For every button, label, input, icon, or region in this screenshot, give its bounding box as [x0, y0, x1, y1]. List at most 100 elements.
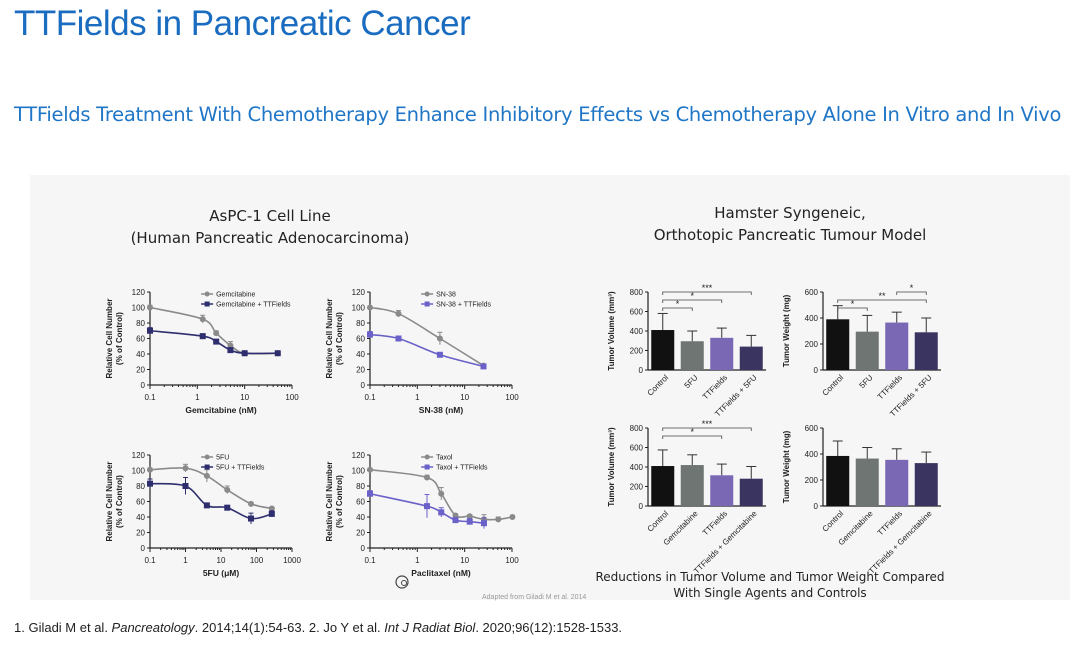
data-point: [423, 474, 430, 481]
data-point: [248, 515, 255, 522]
data-point: [268, 505, 275, 512]
y-tick-label: 20: [356, 366, 365, 375]
x-tick-label: 100: [250, 556, 264, 565]
y-tick-label: 800: [630, 288, 644, 297]
x-tick-label: 10: [217, 556, 226, 565]
legend-label: 5FU + TTFields: [216, 465, 265, 472]
data-point: [423, 503, 430, 510]
data-point: [509, 514, 516, 520]
series-line: [149, 482, 273, 520]
y-axis-label: (% of Control): [115, 312, 124, 365]
significance-label: *: [676, 299, 680, 309]
legend-label: SN-38: [436, 292, 456, 299]
slide-subtitle: TTFields Treatment With Chemotherapy Enh…: [14, 103, 1062, 126]
x-tick-label: 1: [415, 556, 420, 565]
y-tick-label: 800: [630, 424, 644, 433]
bar: [739, 478, 763, 506]
y-axis-label: (% of Control): [115, 475, 124, 528]
data-point: [452, 517, 459, 524]
data-point: [199, 316, 206, 323]
y-tick-label: 0: [361, 544, 366, 553]
ref-journal: Int J Radiat Biol: [384, 620, 476, 635]
significance-bracket: [896, 291, 927, 295]
x-tick-label: 0.1: [144, 393, 156, 402]
series-2: Gemcitabine + TTFields: [147, 301, 291, 357]
y-tick-label: 40: [356, 513, 365, 522]
y-tick-label: 80: [136, 482, 145, 491]
y-tick-label: 600: [630, 308, 644, 317]
data-point: [452, 512, 459, 519]
x-tick-label: 0.1: [364, 393, 376, 402]
y-tick-label: 100: [352, 304, 366, 313]
y-tick-label: 40: [136, 513, 145, 522]
x-tick-label: 1000: [283, 556, 301, 565]
y-tick-label: 600: [805, 424, 819, 433]
data-point: [224, 486, 231, 493]
x-tick-label: 1: [183, 556, 188, 565]
significance-bracket: [837, 299, 927, 303]
bar: [855, 458, 879, 506]
y-tick-label: 120: [352, 451, 366, 460]
chart-1: 0 20 40 60 80 100 120 0.1 1 10 100 Gemcitabine (nM)…: [105, 288, 299, 415]
legend-marker: [204, 454, 210, 460]
figure-panel: [30, 175, 1070, 600]
significance-label: ***: [702, 283, 713, 293]
bar: [826, 455, 850, 506]
series-1: Taxol: [367, 454, 516, 524]
y-axis-label: Relative Cell Number: [105, 298, 114, 378]
legend-marker: [424, 291, 430, 297]
y-tick-label: 200: [805, 476, 819, 485]
bar: [651, 330, 675, 370]
bar: [885, 322, 909, 370]
significance-bracket: [662, 427, 752, 431]
y-axis-label: (% of Control): [335, 312, 344, 365]
data-point: [395, 335, 402, 342]
ref-text: . 2014;14(1):54-63. 2. Jo Y et al.: [194, 620, 385, 635]
x-tick-label: 100: [505, 556, 519, 565]
right-heading-1: Hamster Syngeneic,: [714, 204, 866, 222]
y-tick-label: 40: [356, 350, 365, 359]
data-point: [268, 510, 275, 517]
x-tick-label: 1: [415, 393, 420, 402]
y-tick-label: 60: [136, 498, 145, 507]
y-tick-label: 100: [132, 304, 146, 313]
x-tick-label: 0.1: [364, 556, 376, 565]
caption-2: With Single Agents and Controls: [673, 586, 867, 600]
data-point: [466, 513, 473, 520]
bar: [710, 337, 734, 370]
bar: [914, 332, 938, 370]
x-tick-label: 10: [460, 393, 469, 402]
footnote: 1. Giladi M et al. Pancreatology. 2014;1…: [14, 620, 622, 635]
legend-label: Gemcitabine: [216, 292, 255, 299]
data-point: [147, 304, 153, 311]
legend-label: Taxol: [436, 455, 453, 462]
significance-label: *: [851, 299, 855, 309]
bar: [651, 466, 675, 506]
legend-marker: [204, 464, 210, 470]
ref-text: 1. Giladi M et al.: [14, 620, 112, 635]
y-tick-label: 80: [356, 319, 365, 328]
y-tick-label: 60: [356, 335, 365, 344]
y-tick-label: 40: [136, 350, 145, 359]
data-point: [480, 520, 487, 527]
data-point: [227, 347, 234, 354]
right-heading-2: Orthotopic Pancreatic Tumour Model: [653, 226, 927, 244]
y-tick-label: 600: [630, 444, 644, 453]
x-tick-label: 10: [460, 556, 469, 565]
bar: [855, 331, 879, 370]
data-point: [367, 490, 373, 497]
legend-label: Taxol + TTFields: [436, 465, 488, 472]
y-tick-label: 400: [805, 450, 819, 459]
data-point: [241, 350, 248, 357]
category-label: Control: [821, 373, 846, 398]
bar: [710, 475, 734, 506]
y-tick-label: 100: [352, 467, 366, 476]
legend-label: SN-38 + TTFields: [436, 302, 491, 309]
category-label: 5FU: [858, 373, 875, 390]
data-point: [466, 518, 473, 525]
x-tick-label: 100: [505, 393, 519, 402]
chart-2: 0 20 40 60 80 100 120 0.1 1 10 100 SN-38 (nM) Relati…: [325, 288, 519, 415]
data-point: [203, 472, 210, 479]
